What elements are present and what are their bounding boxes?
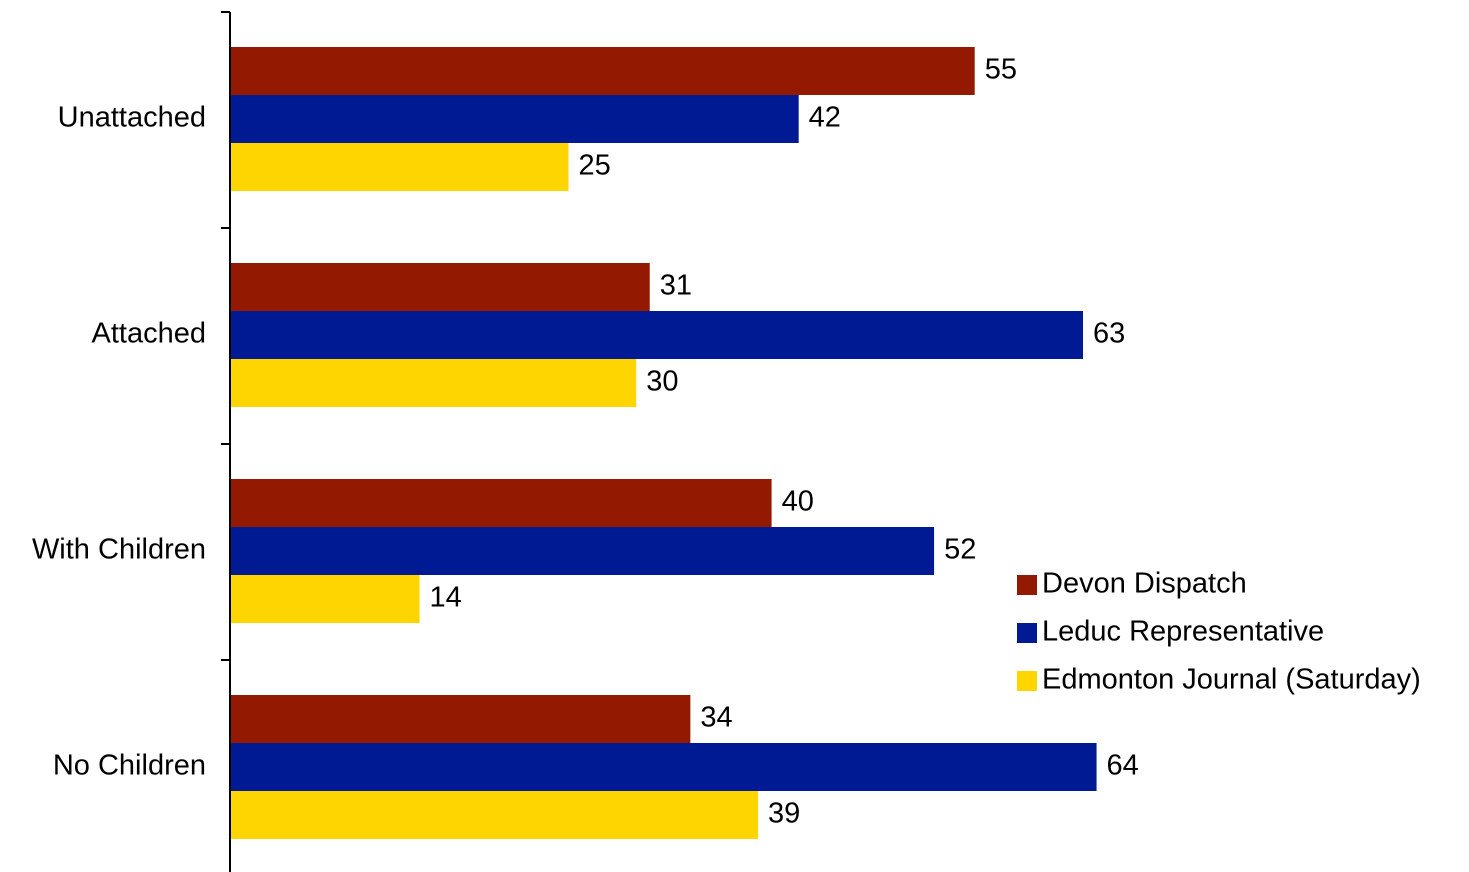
value-label-with-children-devon-dispatch: 40 bbox=[782, 486, 814, 518]
y-axis bbox=[221, 11, 231, 872]
value-label-with-children-edmonton-journal-saturday: 14 bbox=[430, 582, 462, 614]
value-label-no-children-leduc-representative: 64 bbox=[1107, 750, 1139, 782]
legend-label-edmonton-journal-saturday: Edmonton Journal (Saturday) bbox=[1042, 664, 1421, 696]
bar-unattached-devon-dispatch bbox=[230, 47, 975, 95]
value-labels: 55 42 25 31 63 30 40 52 14 34 64 39 bbox=[430, 54, 1139, 830]
value-label-attached-leduc-representative: 63 bbox=[1093, 318, 1125, 350]
value-label-attached-devon-dispatch: 31 bbox=[660, 270, 692, 302]
bar-unattached-edmonton-journal-saturday bbox=[230, 143, 569, 191]
legend-swatch-devon-dispatch bbox=[1017, 575, 1037, 595]
value-label-unattached-edmonton-journal-saturday: 25 bbox=[579, 150, 611, 182]
bar-with-children-leduc-representative bbox=[230, 527, 935, 575]
bar-no-children-leduc-representative bbox=[230, 743, 1097, 791]
category-labels: Unattached Attached With Children No Childr… bbox=[32, 102, 206, 782]
bars-layer bbox=[230, 47, 1097, 839]
bar-unattached-leduc-representative bbox=[230, 95, 799, 143]
bar-no-children-edmonton-journal-saturday bbox=[230, 791, 759, 839]
bar-attached-edmonton-journal-saturday bbox=[230, 359, 637, 407]
value-label-no-children-devon-dispatch: 34 bbox=[700, 702, 732, 734]
legend-label-devon-dispatch: Devon Dispatch bbox=[1042, 568, 1247, 600]
value-label-unattached-devon-dispatch: 55 bbox=[985, 54, 1017, 86]
bar-with-children-devon-dispatch bbox=[230, 479, 772, 527]
value-label-attached-edmonton-journal-saturday: 30 bbox=[646, 366, 678, 398]
bar-with-children-edmonton-journal-saturday bbox=[230, 575, 420, 623]
legend-swatch-edmonton-journal-saturday bbox=[1017, 671, 1037, 691]
category-label-with-children: With Children bbox=[32, 534, 206, 566]
value-label-with-children-leduc-representative: 52 bbox=[944, 534, 976, 566]
bar-attached-devon-dispatch bbox=[230, 263, 650, 311]
legend: Devon Dispatch Leduc Representative Edmont… bbox=[1017, 568, 1421, 696]
category-label-unattached: Unattached bbox=[58, 102, 206, 134]
legend-label-leduc-representative: Leduc Representative bbox=[1042, 616, 1324, 648]
value-label-no-children-edmonton-journal-saturday: 39 bbox=[768, 798, 800, 830]
bar-attached-leduc-representative bbox=[230, 311, 1084, 359]
category-label-no-children: No Children bbox=[53, 750, 206, 782]
category-label-attached: Attached bbox=[92, 318, 206, 350]
bar-no-children-devon-dispatch bbox=[230, 695, 691, 743]
legend-swatch-leduc-representative bbox=[1017, 623, 1037, 643]
value-label-unattached-leduc-representative: 42 bbox=[809, 102, 841, 134]
